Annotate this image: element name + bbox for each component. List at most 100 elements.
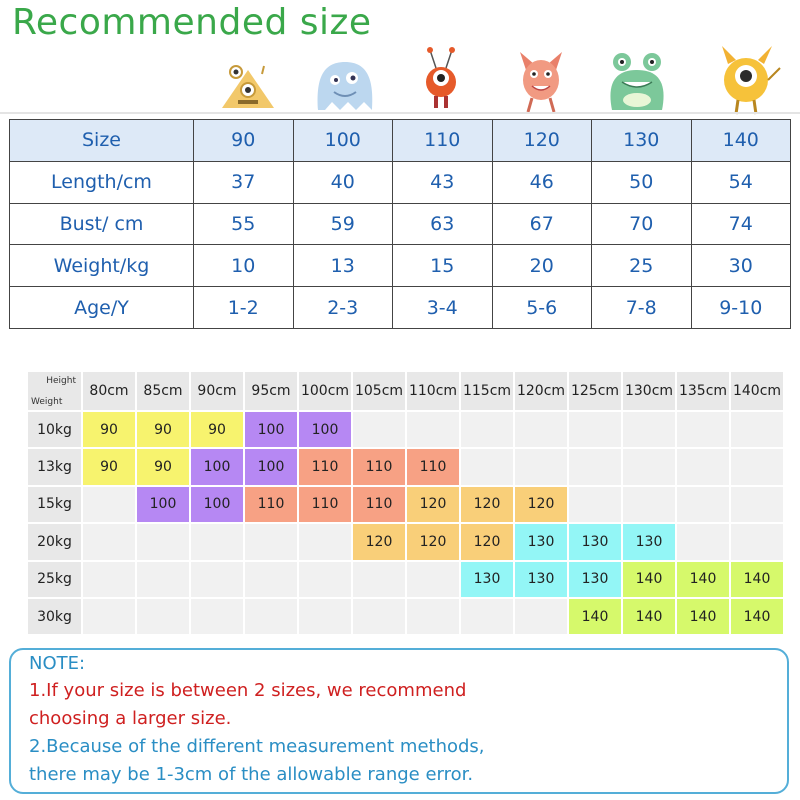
grid-size-cell: 90 — [83, 412, 135, 448]
frog-monster-icon — [610, 53, 664, 110]
grid-size-cell: 110 — [245, 486, 297, 523]
grid-size-cell: 110 — [299, 486, 351, 523]
size-table-header-row: Size 90 100 110 120 130 140 — [9, 119, 791, 162]
grid-height-header: 140cm — [731, 372, 783, 410]
size-table-cell: 70 — [591, 202, 692, 246]
grid-empty-cell — [137, 561, 189, 597]
grid-size-cell: 120 — [461, 486, 513, 523]
grid-height-header: 130cm — [623, 372, 675, 410]
size-table-cell: 7-8 — [591, 286, 692, 329]
grid-empty-cell — [461, 412, 513, 448]
size-table-cell: 1-2 — [193, 286, 294, 329]
grid-corner-height-label: Height — [46, 376, 76, 386]
page-title: Recommended size — [12, 2, 372, 43]
grid-size-cell: 100 — [245, 449, 297, 485]
grid-empty-cell — [731, 486, 783, 523]
header-divider — [0, 112, 800, 114]
size-table-cell: 40 — [292, 160, 393, 204]
size-table-row-label: Length/cm — [9, 160, 194, 204]
size-table-cell: 15 — [392, 244, 493, 288]
size-table-cell: 37 — [193, 160, 294, 204]
grid-weight-header: 20kg — [28, 524, 81, 560]
size-table-cell: 50 — [591, 160, 692, 204]
grid-empty-cell — [353, 598, 405, 635]
size-table-cell: 46 — [491, 160, 592, 204]
size-table-cell: 67 — [491, 202, 592, 246]
grid-empty-cell — [677, 486, 729, 523]
size-table-cell: 110 — [392, 119, 493, 162]
grid-empty-cell — [677, 524, 729, 560]
size-table-cell: 25 — [591, 244, 692, 288]
grid-size-cell: 100 — [191, 486, 243, 523]
grid-empty-cell — [137, 524, 189, 560]
grid-empty-cell — [83, 524, 135, 560]
grid-height-header: 95cm — [245, 372, 297, 410]
grid-size-cell: 140 — [623, 561, 675, 597]
grid-size-cell: 130 — [623, 524, 675, 560]
grid-size-cell: 100 — [137, 486, 189, 523]
grid-height-header: 120cm — [515, 372, 567, 410]
size-table-cell: 9-10 — [690, 286, 791, 329]
grid-corner-weight-label: Weight — [31, 397, 63, 407]
size-table-cell: 10 — [193, 244, 294, 288]
monster-illustrations — [222, 46, 781, 115]
size-table-cell: 74 — [690, 202, 791, 246]
grid-size-cell: 130 — [569, 524, 621, 560]
grid-size-cell: 100 — [191, 449, 243, 485]
grid-size-cell: 120 — [461, 524, 513, 560]
grid-empty-cell — [731, 412, 783, 448]
grid-empty-cell — [191, 598, 243, 635]
grid-height-header: 110cm — [407, 372, 459, 410]
note-line-4: there may be 1-3cm of the allowable rang… — [29, 764, 474, 785]
grid-height-header: 115cm — [461, 372, 513, 410]
grid-empty-cell — [623, 412, 675, 448]
grid-size-cell: 90 — [83, 449, 135, 485]
grid-weight-header: 13kg — [28, 449, 81, 485]
grid-size-cell: 130 — [515, 524, 567, 560]
grid-empty-cell — [353, 561, 405, 597]
note-box: NOTE: 1.If your size is between 2 sizes,… — [9, 648, 789, 794]
grid-size-cell: 130 — [461, 561, 513, 597]
grid-empty-cell — [407, 598, 459, 635]
grid-height-header: 80cm — [83, 372, 135, 410]
grid-weight-header: 25kg — [28, 561, 81, 597]
grid-empty-cell — [623, 449, 675, 485]
size-table-cell: 120 — [491, 119, 592, 162]
grid-empty-cell — [731, 449, 783, 485]
grid-empty-cell — [191, 561, 243, 597]
grid-size-cell: 130 — [515, 561, 567, 597]
grid-weight-header: 30kg — [28, 598, 81, 635]
grid-size-cell: 120 — [407, 486, 459, 523]
size-table-cell: 130 — [591, 119, 692, 162]
size-table-cell: 59 — [292, 202, 393, 246]
size-table-cell: 63 — [392, 202, 493, 246]
grid-size-cell: 140 — [731, 561, 783, 597]
yellow-cyclops-monster-icon — [722, 46, 781, 115]
grid-size-cell: 90 — [137, 449, 189, 485]
cyclops-bug-monster-icon — [426, 47, 456, 108]
grid-empty-cell — [515, 598, 567, 635]
grid-size-cell: 130 — [569, 561, 621, 597]
grid-empty-cell — [569, 486, 621, 523]
grid-size-cell: 110 — [353, 486, 405, 523]
size-table-row: Length/cm 37 40 43 46 50 54 — [9, 160, 791, 204]
note-line-3: 2.Because of the different measurement m… — [29, 736, 485, 757]
grid-empty-cell — [137, 598, 189, 635]
grid-size-cell: 120 — [407, 524, 459, 560]
grid-height-header: 100cm — [299, 372, 351, 410]
grid-size-cell: 110 — [299, 449, 351, 485]
size-table-row-label: Bust/ cm — [9, 202, 194, 246]
grid-empty-cell — [677, 449, 729, 485]
grid-size-cell: 120 — [353, 524, 405, 560]
triangle-monster-icon — [222, 65, 274, 108]
size-table-cell: 90 — [193, 119, 294, 162]
size-table-cell: 100 — [292, 119, 393, 162]
grid-empty-cell — [353, 412, 405, 448]
grid-empty-cell — [245, 524, 297, 560]
grid-weight-header: 15kg — [28, 486, 81, 523]
grid-empty-cell — [191, 524, 243, 560]
size-table-cell: 3-4 — [392, 286, 493, 329]
size-table-cell: 54 — [690, 160, 791, 204]
note-line-1: 1.If your size is between 2 sizes, we re… — [29, 680, 467, 701]
grid-empty-cell — [299, 561, 351, 597]
